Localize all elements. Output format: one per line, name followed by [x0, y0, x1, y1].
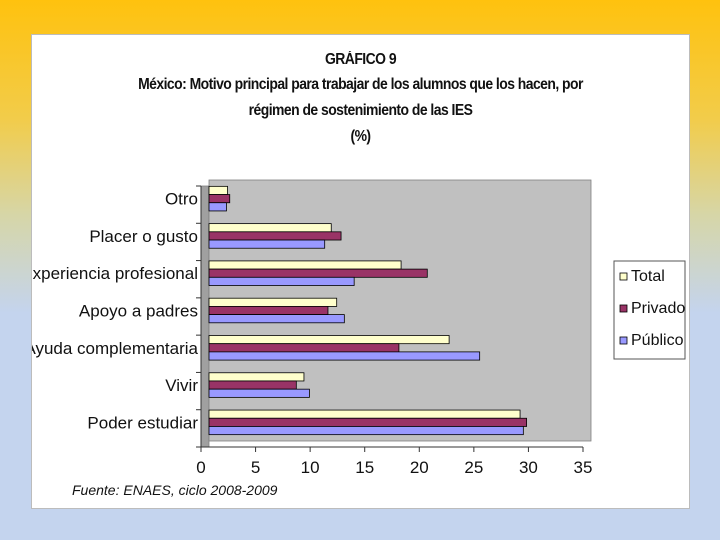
- legend-swatch-1: [619, 304, 628, 313]
- bar-chart: 0 5 10 15 20 25 30 35 Otro Placer o gusto Experien…: [32, 179, 686, 477]
- chart-title-line-2: México: Motivo principal para trabajar d…: [138, 76, 583, 93]
- chart-title-line-3: régimen de sostenimiento de las IES: [248, 102, 473, 119]
- plot-side-wall: [200, 185, 210, 448]
- category-label-3: Apoyo a padres: [79, 302, 198, 321]
- source-note: Fuente: ENAES, ciclo 2008-2009: [72, 482, 278, 498]
- bar-vivir-total: [208, 372, 305, 382]
- x-tick-label-2: 10: [301, 458, 320, 477]
- bar-experiencia-profesional-publico: [208, 276, 355, 286]
- chart-title-line-4: (%): [350, 128, 371, 145]
- bar-ayuda-complementaria-publico: [208, 351, 481, 361]
- bar-poder-estudiar-publico: [208, 426, 524, 436]
- legend-label-2: Público: [631, 332, 684, 349]
- bar-apoyo-a-padres-publico: [208, 314, 345, 324]
- x-tick-label-6: 30: [519, 458, 538, 477]
- bar-placer-o-gusto-publico: [208, 239, 326, 249]
- bar-poder-estudiar-privado: [208, 417, 528, 427]
- legend-swatch-0: [619, 272, 628, 281]
- bar-otro-privado: [208, 194, 231, 204]
- x-tick-label-7: 35: [574, 458, 593, 477]
- x-tick-label-0: 0: [196, 458, 205, 477]
- bar-placer-o-gusto-total: [208, 223, 332, 233]
- bar-experiencia-profesional-total: [208, 260, 402, 270]
- bar-apoyo-a-padres-privado: [208, 305, 329, 315]
- legend-label-1: Privado: [631, 300, 685, 317]
- bar-ayuda-complementaria-total: [208, 335, 450, 345]
- category-label-1: Placer o gusto: [89, 227, 198, 246]
- category-label-4: Ayuda complementaria: [32, 339, 199, 358]
- bar-otro-publico: [208, 202, 227, 212]
- x-tick-label-4: 20: [410, 458, 429, 477]
- category-label-6: Poder estudiar: [87, 413, 198, 432]
- bar-vivir-publico: [208, 388, 310, 398]
- x-tick-label-5: 25: [464, 458, 483, 477]
- category-label-5: Vivir: [165, 376, 198, 395]
- bar-ayuda-complementaria-privado: [208, 343, 400, 353]
- bar-apoyo-a-padres-total: [208, 297, 338, 307]
- category-label-0: Otro: [165, 190, 198, 209]
- bar-vivir-privado: [208, 380, 297, 390]
- bar-placer-o-gusto-privado: [208, 231, 342, 241]
- legend-swatch-2: [619, 336, 628, 345]
- chart-frame: GRÁFICO 9 México: Motivo principal para …: [31, 34, 690, 509]
- category-label-2: Experiencia profesional: [32, 264, 198, 283]
- bar-poder-estudiar-total: [208, 409, 521, 419]
- legend-label-0: Total: [631, 268, 665, 285]
- bar-experiencia-profesional-privado: [208, 268, 428, 278]
- bar-otro-total: [208, 185, 228, 195]
- chart-title-line-1: GRÁFICO 9: [324, 51, 397, 68]
- x-tick-label-3: 15: [355, 458, 374, 477]
- x-tick-label-1: 5: [251, 458, 260, 477]
